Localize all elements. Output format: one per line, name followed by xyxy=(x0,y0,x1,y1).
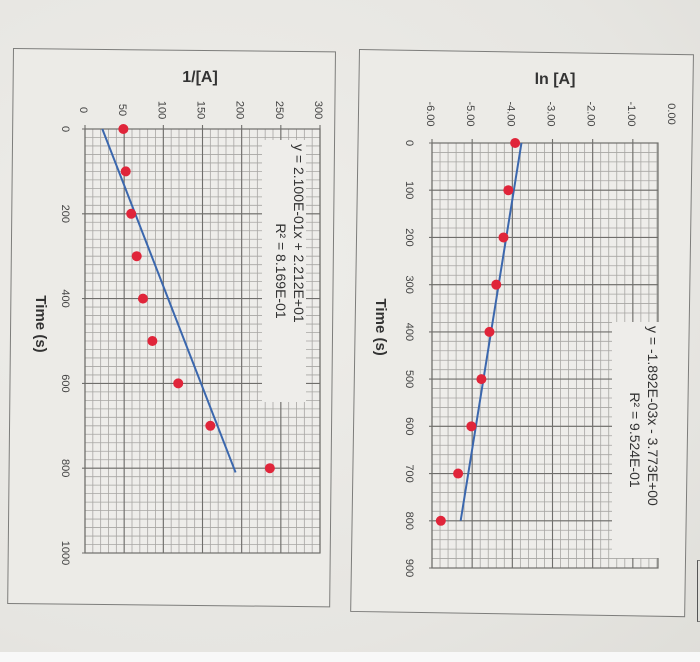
time-tick-label: 500 xyxy=(403,370,415,388)
next-panel-edge xyxy=(697,560,700,622)
data-point xyxy=(126,208,137,219)
time-tick-label: 300 xyxy=(403,275,415,293)
data-point xyxy=(435,515,446,526)
time-tick-label: 400 xyxy=(59,289,71,307)
r-squared-value: R² = 9.524E-01 xyxy=(627,392,643,488)
value-tick-label: -5.00 xyxy=(464,101,476,126)
data-point xyxy=(510,138,521,148)
time-tick-label: 600 xyxy=(403,417,415,435)
time-tick-label: 800 xyxy=(59,459,71,477)
time-tick-label: 1000 xyxy=(59,541,71,565)
equation-box xyxy=(262,140,306,402)
time-tick-label: 0 xyxy=(59,126,71,132)
value-tick-label: -1.00 xyxy=(625,101,637,126)
chart-title: ln [A] xyxy=(535,71,576,88)
value-tick-label: 0.00 xyxy=(665,103,677,124)
data-point xyxy=(484,326,495,337)
data-point xyxy=(453,468,464,479)
data-point xyxy=(476,374,487,385)
time-tick-label: 900 xyxy=(403,559,415,577)
value-tick-label: -6.00 xyxy=(424,101,436,126)
data-point xyxy=(491,279,502,290)
time-tick-label: 0 xyxy=(403,140,415,146)
data-point xyxy=(264,463,275,474)
value-tick-label: 300 xyxy=(312,101,324,119)
value-tick-label: 200 xyxy=(234,101,246,119)
photo-edge xyxy=(0,652,700,662)
data-point xyxy=(131,251,142,262)
time-tick-label: 700 xyxy=(403,464,415,482)
data-point xyxy=(120,166,131,177)
value-tick-label: 250 xyxy=(273,101,285,119)
value-tick-label: -2.00 xyxy=(585,101,597,126)
time-tick-label: 800 xyxy=(403,512,415,530)
chart-title: 1/[A] xyxy=(182,69,218,86)
trendline-equation: y = 2.100E-01x + 2.212E+01 xyxy=(291,144,307,323)
x-axis-title: Time (s) xyxy=(32,295,49,352)
data-point xyxy=(173,378,184,389)
value-tick-label: -3.00 xyxy=(545,101,557,126)
data-point xyxy=(205,420,216,431)
time-tick-label: 600 xyxy=(59,374,71,392)
data-point xyxy=(137,293,148,304)
r-squared-value: R² = 8.169E-01 xyxy=(273,223,289,319)
time-tick-label: 100 xyxy=(403,181,415,199)
trendline xyxy=(101,128,237,473)
time-tick-label: 200 xyxy=(403,228,415,246)
value-tick-label: 150 xyxy=(195,101,207,119)
data-point xyxy=(466,421,477,432)
value-tick-label: 50 xyxy=(116,104,128,116)
x-axis-title: Time (s) xyxy=(372,299,389,356)
value-tick-label: 0 xyxy=(77,107,89,113)
data-point xyxy=(118,124,129,134)
time-tick-label: 400 xyxy=(403,323,415,341)
time-tick-label: 200 xyxy=(59,205,71,223)
data-point xyxy=(147,336,158,346)
equation-box xyxy=(612,322,660,558)
plot-border xyxy=(84,128,321,554)
value-tick-label: -4.00 xyxy=(504,101,516,126)
data-point xyxy=(503,185,514,196)
value-tick-label: 100 xyxy=(155,101,167,119)
trendline-equation: y = -1.892E-03x - 3.773E+00 xyxy=(645,326,661,506)
data-point xyxy=(498,232,509,243)
